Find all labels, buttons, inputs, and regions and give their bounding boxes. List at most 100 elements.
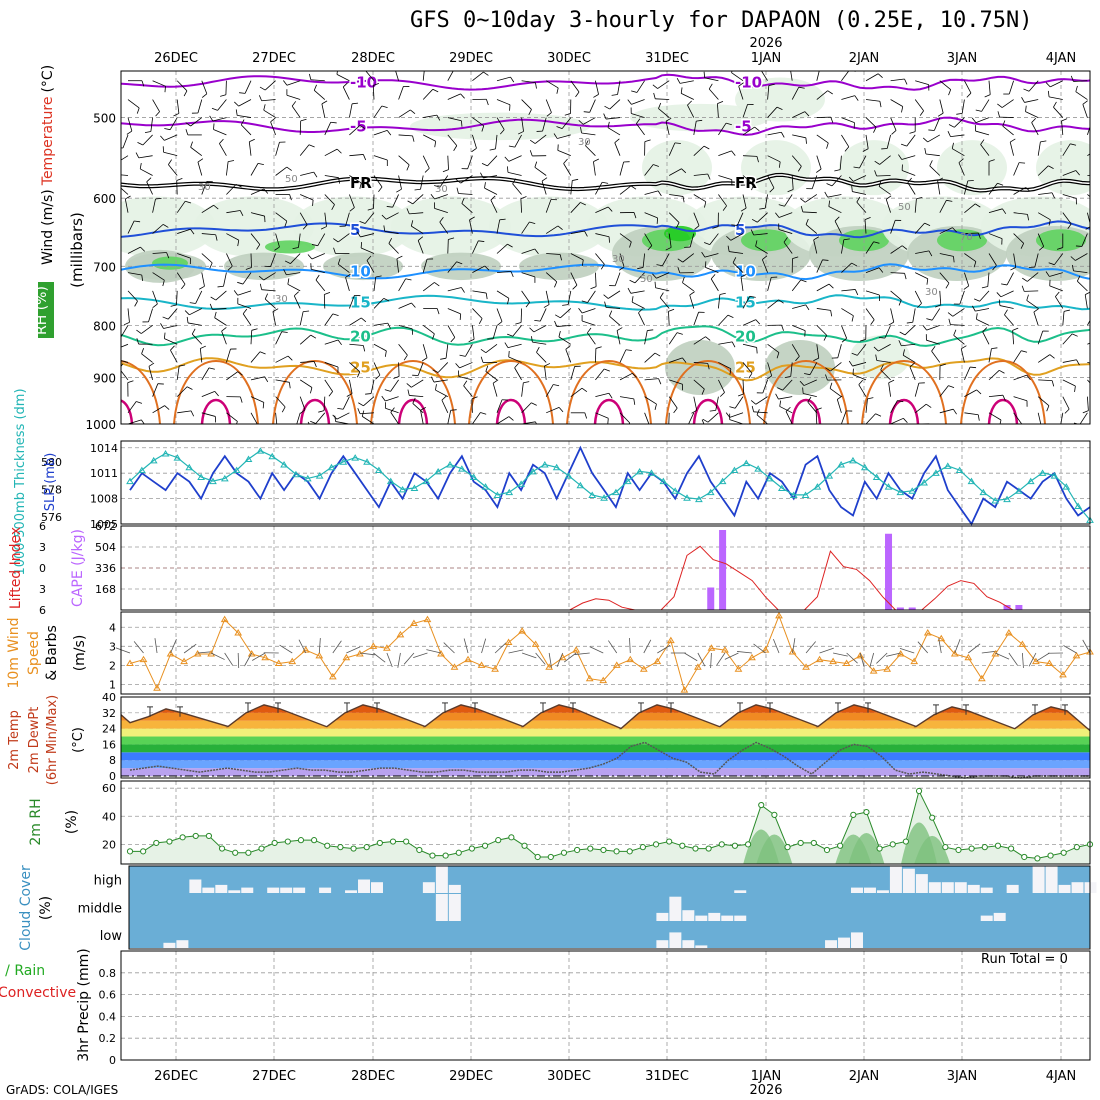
wind-barb [914, 222, 925, 234]
wind-barb [1075, 91, 1088, 100]
wind-barb [299, 379, 313, 388]
wind-barb-feather [750, 229, 755, 236]
wind-barb [693, 145, 705, 156]
wind-barb-feather [510, 271, 514, 278]
rh-contour-label: 50 [285, 174, 298, 185]
thickness-marker [1038, 469, 1047, 476]
wind-barb [939, 290, 942, 305]
wind-barb-feather [778, 299, 784, 304]
wind-barb-feather [349, 207, 355, 212]
wind-barb-feather [880, 364, 884, 371]
wind-barb-feather [386, 206, 393, 208]
wind-barb [718, 362, 732, 370]
wind-barb-feather [834, 216, 840, 222]
wind-barb-feather [805, 304, 810, 311]
wind-barb-feather [691, 409, 697, 414]
wind-barb [212, 308, 227, 310]
wind-barb [201, 412, 216, 417]
rh-legend-label: RH (%) [34, 286, 50, 335]
wind-barb [195, 290, 203, 304]
wind-barb-feather [775, 212, 780, 218]
wind-barb-feather [1010, 138, 1016, 143]
wind-barb [127, 117, 133, 132]
wind-barb [593, 161, 596, 176]
wind-barb [1081, 233, 1088, 247]
wind-barb [589, 99, 596, 113]
wind-barb-feather [507, 298, 510, 305]
wind-barb-feather [359, 221, 366, 224]
temp-band [121, 760, 1090, 769]
wind-barb [878, 343, 891, 352]
wind-barb-feather [703, 71, 706, 78]
wind-barb-feather [456, 261, 463, 265]
wind-barb [1087, 319, 1090, 326]
wind-barb-feather [898, 299, 902, 306]
wind-barb-feather [310, 334, 317, 339]
wind-barb [460, 175, 473, 184]
isotherm-loop-35 [299, 398, 331, 424]
wind-barb [816, 344, 820, 359]
y-tick-label-pressure: 800 [93, 319, 116, 333]
wind-barb-feather [663, 427, 669, 429]
isotherm-label: -10 [735, 74, 762, 92]
wind-barb-feather [598, 436, 602, 440]
wind-barb [447, 71, 454, 81]
wind-speed-marker [680, 686, 689, 693]
wind-barb-feather [725, 412, 731, 418]
wind-barb-10m [737, 651, 753, 654]
wind-speed-marker [342, 653, 351, 661]
wind-barb-feather [425, 66, 431, 67]
thickness-marker [659, 477, 668, 485]
upper-air-axis-label-part: (m/s) [40, 189, 56, 226]
wind-barb-feather [632, 373, 637, 378]
cloud-cover-bar [980, 887, 993, 893]
wind-barb [342, 86, 350, 100]
wind-barb-feather [227, 265, 233, 271]
wind-barb-feather [1021, 285, 1025, 292]
wind-barb [250, 412, 258, 424]
wind-barb-feather [585, 140, 589, 146]
wind-barb [939, 99, 944, 114]
wind-barb [293, 295, 301, 309]
wind-barb [412, 194, 424, 205]
wind-barb [885, 199, 891, 213]
wind-barb [487, 155, 498, 167]
wind-barb-feather [813, 236, 819, 241]
cloud-cover-bar [682, 910, 695, 921]
wind-speed-marker [734, 665, 743, 672]
thickness-marker [576, 481, 585, 489]
wind-barb [907, 182, 916, 195]
wind-barb-feather [999, 419, 1002, 424]
wind-barb-feather [802, 387, 804, 394]
wind-barb-feather [776, 106, 783, 110]
wind-barb [1013, 162, 1020, 176]
wind-barb [345, 277, 350, 291]
wind-barb [730, 233, 744, 241]
wind-speed-marker [328, 672, 337, 680]
wind-barb [545, 384, 554, 397]
wind-barb-feather [412, 135, 415, 142]
wind-barb-10m [805, 641, 817, 654]
wind-barb-feather [320, 226, 327, 230]
chart-title: GFS 0~10day 3-hourly for DAPAON (0.25E, … [410, 8, 1033, 33]
wind-barb [644, 164, 654, 176]
upper-air-axis-label-part: Wind [40, 230, 56, 265]
wind-barb-feather [366, 255, 372, 261]
wind-barb-feather [783, 237, 788, 243]
wind-barb-feather [638, 308, 644, 314]
thickness-marker [303, 474, 312, 482]
wind-barb-feather [407, 200, 413, 205]
wind-axis-label-1: 10m Wind [6, 617, 22, 688]
wind-barb [933, 117, 941, 131]
wind-barb [398, 155, 410, 166]
wind-barb-feather [961, 345, 967, 350]
wind-barb-feather [523, 381, 530, 384]
rh2m-marker [205, 832, 213, 840]
wind-barb [890, 417, 904, 424]
wind-barb [521, 248, 535, 254]
wind-barb-feather [630, 185, 637, 190]
wind-barb [915, 250, 930, 254]
thickness-marker [327, 463, 336, 471]
rh-contour-label: 30 [578, 137, 591, 148]
wind-barb [422, 155, 430, 169]
